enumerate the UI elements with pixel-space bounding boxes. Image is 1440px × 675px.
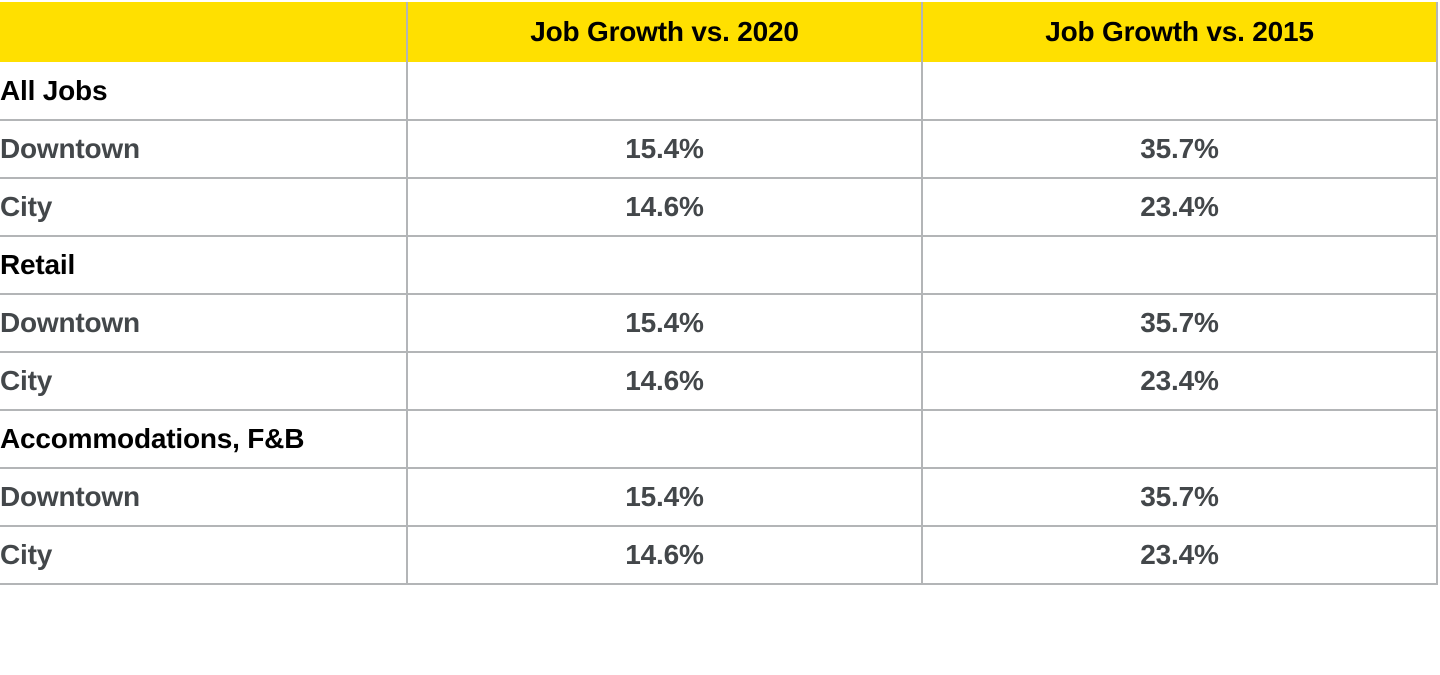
row-label: City xyxy=(0,351,408,411)
table-row-retail-city: City 14.6% 23.4% xyxy=(0,351,1438,411)
empty-cell xyxy=(406,61,923,121)
row-label: Downtown xyxy=(0,293,408,353)
section-label-retail: Retail xyxy=(0,235,408,295)
header-col-vs-2015: Job Growth vs. 2015 xyxy=(921,2,1438,62)
empty-cell xyxy=(921,61,1438,121)
value-vs-2015: 35.7% xyxy=(921,467,1438,527)
value-vs-2015: 23.4% xyxy=(921,525,1438,585)
table-row-retail-downtown: Downtown 15.4% 35.7% xyxy=(0,293,1438,353)
section-row-accommodations-fb: Accommodations, F&B xyxy=(0,409,1438,469)
value-vs-2020: 14.6% xyxy=(406,351,923,411)
value-vs-2015: 35.7% xyxy=(921,293,1438,353)
row-label: Downtown xyxy=(0,119,408,179)
value-vs-2020: 14.6% xyxy=(406,525,923,585)
value-vs-2015: 23.4% xyxy=(921,177,1438,237)
section-label-accommodations-fb: Accommodations, F&B xyxy=(0,409,408,469)
row-label: City xyxy=(0,177,408,237)
section-label-all-jobs: All Jobs xyxy=(0,61,408,121)
empty-cell xyxy=(921,409,1438,469)
table-row-accommodations-downtown: Downtown 15.4% 35.7% xyxy=(0,467,1438,527)
table-row-accommodations-city: City 14.6% 23.4% xyxy=(0,525,1438,585)
value-vs-2015: 23.4% xyxy=(921,351,1438,411)
table-header-row: Job Growth vs. 2020 Job Growth vs. 2015 xyxy=(0,2,1438,62)
header-corner-cell xyxy=(0,2,408,62)
section-row-retail: Retail xyxy=(0,235,1438,295)
value-vs-2020: 15.4% xyxy=(406,467,923,527)
empty-cell xyxy=(406,409,923,469)
section-row-all-jobs: All Jobs xyxy=(0,61,1438,121)
value-vs-2020: 15.4% xyxy=(406,293,923,353)
empty-cell xyxy=(406,235,923,295)
job-growth-table: Job Growth vs. 2020 Job Growth vs. 2015 … xyxy=(0,2,1438,585)
value-vs-2015: 35.7% xyxy=(921,119,1438,179)
value-vs-2020: 14.6% xyxy=(406,177,923,237)
empty-cell xyxy=(921,235,1438,295)
header-col-vs-2020: Job Growth vs. 2020 xyxy=(406,2,923,62)
row-label: Downtown xyxy=(0,467,408,527)
row-label: City xyxy=(0,525,408,585)
value-vs-2020: 15.4% xyxy=(406,119,923,179)
table-row-all-jobs-downtown: Downtown 15.4% 35.7% xyxy=(0,119,1438,179)
table-row-all-jobs-city: City 14.6% 23.4% xyxy=(0,177,1438,237)
